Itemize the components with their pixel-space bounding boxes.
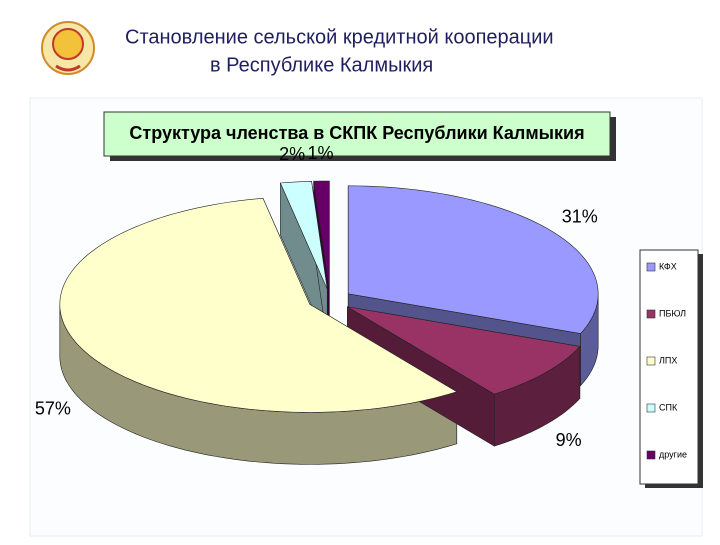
legend-swatch: [646, 356, 656, 366]
emblem: [41, 21, 95, 75]
slice: [347, 306, 581, 395]
legend-label: ЛПХ: [659, 355, 677, 365]
slice: [313, 180, 330, 290]
slice: [59, 197, 458, 413]
slide-title-line: Становление сельской кредитной коопераци…: [125, 26, 554, 48]
data-label: 57%: [35, 399, 71, 419]
legend-swatch: [646, 403, 656, 413]
legend-label: КФХ: [659, 261, 677, 271]
slice: [347, 185, 599, 334]
data-label: 31%: [562, 207, 598, 227]
legend-box: [639, 249, 699, 485]
data-label: 1%: [308, 143, 334, 163]
data-label: 2%: [279, 144, 305, 164]
slice: [279, 180, 328, 290]
legend-label: ПБЮЛ: [659, 308, 686, 318]
slide-title-line: в Республике Калмыкия: [210, 54, 433, 76]
chart-title: Структура членства в СКПК Республики Кал…: [129, 123, 584, 143]
legend-swatch: [646, 450, 656, 460]
title-box: [103, 111, 611, 157]
data-label: 9%: [556, 430, 582, 450]
legend-label: СПК: [659, 402, 678, 412]
legend-label: другие: [659, 449, 687, 459]
legend-swatch: [646, 309, 656, 319]
pie: 31% 9% 57% 2% 1%: [35, 143, 599, 465]
legend-swatch: [646, 262, 656, 272]
